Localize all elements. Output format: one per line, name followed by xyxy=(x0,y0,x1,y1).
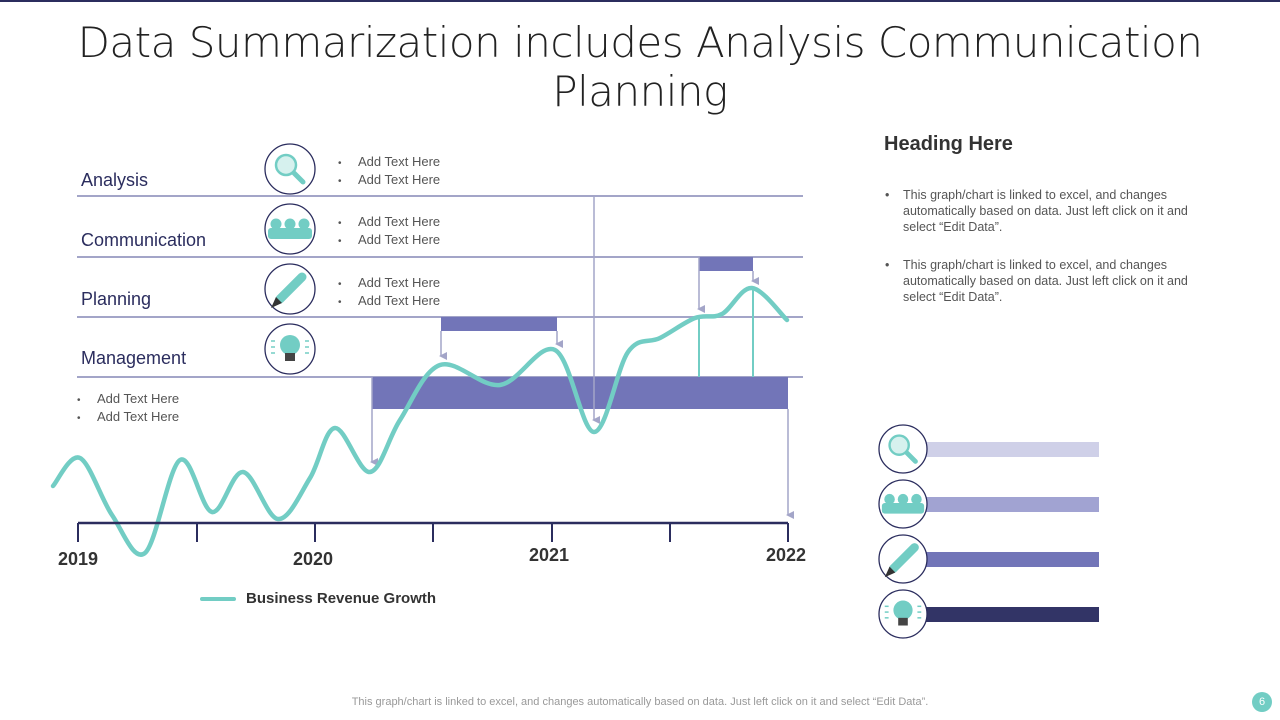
footer-note: This graph/chart is linked to excel, and… xyxy=(351,696,929,708)
right-paragraph: This graph/chart is linked to excel, and… xyxy=(885,187,1203,235)
management-bullets: Add Text HereAdd Text Here xyxy=(77,391,179,427)
bullet: Add Text Here xyxy=(77,409,179,427)
legend-swatch xyxy=(200,597,236,602)
top-border xyxy=(0,0,1280,2)
team-icon xyxy=(264,203,316,255)
magnifier-icon xyxy=(878,424,928,474)
bullet: Add Text Here xyxy=(338,172,440,190)
handle xyxy=(904,450,918,464)
head xyxy=(897,493,909,505)
page-number: 6 xyxy=(1252,692,1272,712)
planning-bullets: Add Text HereAdd Text Here xyxy=(338,275,440,311)
bullet: Add Text Here xyxy=(338,275,440,293)
bullet: Add Text Here xyxy=(338,214,440,232)
category-analysis: Analysis xyxy=(81,170,149,190)
head xyxy=(911,493,922,505)
category-planning: Planning xyxy=(81,289,152,309)
progress-bar xyxy=(926,552,1099,567)
revenue-growth-line xyxy=(50,285,790,557)
bullet: Add Text Here xyxy=(338,232,440,250)
year-label: 2021 xyxy=(529,545,570,565)
progress-bar xyxy=(926,442,1099,457)
pencil-icon xyxy=(264,263,316,315)
category-communication: Communication xyxy=(81,230,207,250)
bodies xyxy=(268,228,312,239)
year-label: 2019 xyxy=(58,549,99,569)
progress-bar xyxy=(926,497,1099,512)
year-label: 2022 xyxy=(766,545,807,565)
right-heading: Heading Here xyxy=(884,133,1013,155)
pencil-tip xyxy=(271,297,282,308)
pencil-icon xyxy=(878,534,928,584)
pencil-tip xyxy=(884,566,896,578)
page-title: Data Summarization includes Analysis Com… xyxy=(77,18,1203,116)
bullet: Add Text Here xyxy=(338,154,440,172)
year-label: 2020 xyxy=(293,549,334,569)
head xyxy=(284,218,296,230)
progress-bar xyxy=(926,607,1099,622)
head xyxy=(884,493,895,505)
head xyxy=(298,218,310,230)
communication-bullets: Add Text HereAdd Text Here xyxy=(338,214,440,250)
gantt-bar xyxy=(699,257,753,271)
handle xyxy=(291,170,306,185)
legend: Business Revenue Growth xyxy=(200,590,436,607)
right-paragraph: This graph/chart is linked to excel, and… xyxy=(885,257,1203,305)
gantt-bar xyxy=(441,317,557,331)
bulb xyxy=(280,335,300,355)
bodies xyxy=(881,503,925,514)
lightbulb-icon xyxy=(264,323,316,375)
pencil-body xyxy=(889,543,919,573)
bulb-base xyxy=(285,353,295,361)
lightbulb-icon xyxy=(878,589,928,639)
pencil-body xyxy=(275,272,307,304)
legend-label: Business Revenue Growth xyxy=(246,590,437,607)
bulb-base xyxy=(898,617,908,626)
lens xyxy=(888,434,910,456)
analysis-bullets: Add Text HereAdd Text Here xyxy=(338,154,440,190)
bulb xyxy=(893,600,913,620)
team-icon xyxy=(878,479,928,529)
category-management: Management xyxy=(81,348,187,368)
lens xyxy=(274,153,298,177)
head xyxy=(270,218,282,230)
bullet: Add Text Here xyxy=(77,391,179,409)
magnifier-icon xyxy=(264,143,316,195)
bullet: Add Text Here xyxy=(338,293,440,311)
